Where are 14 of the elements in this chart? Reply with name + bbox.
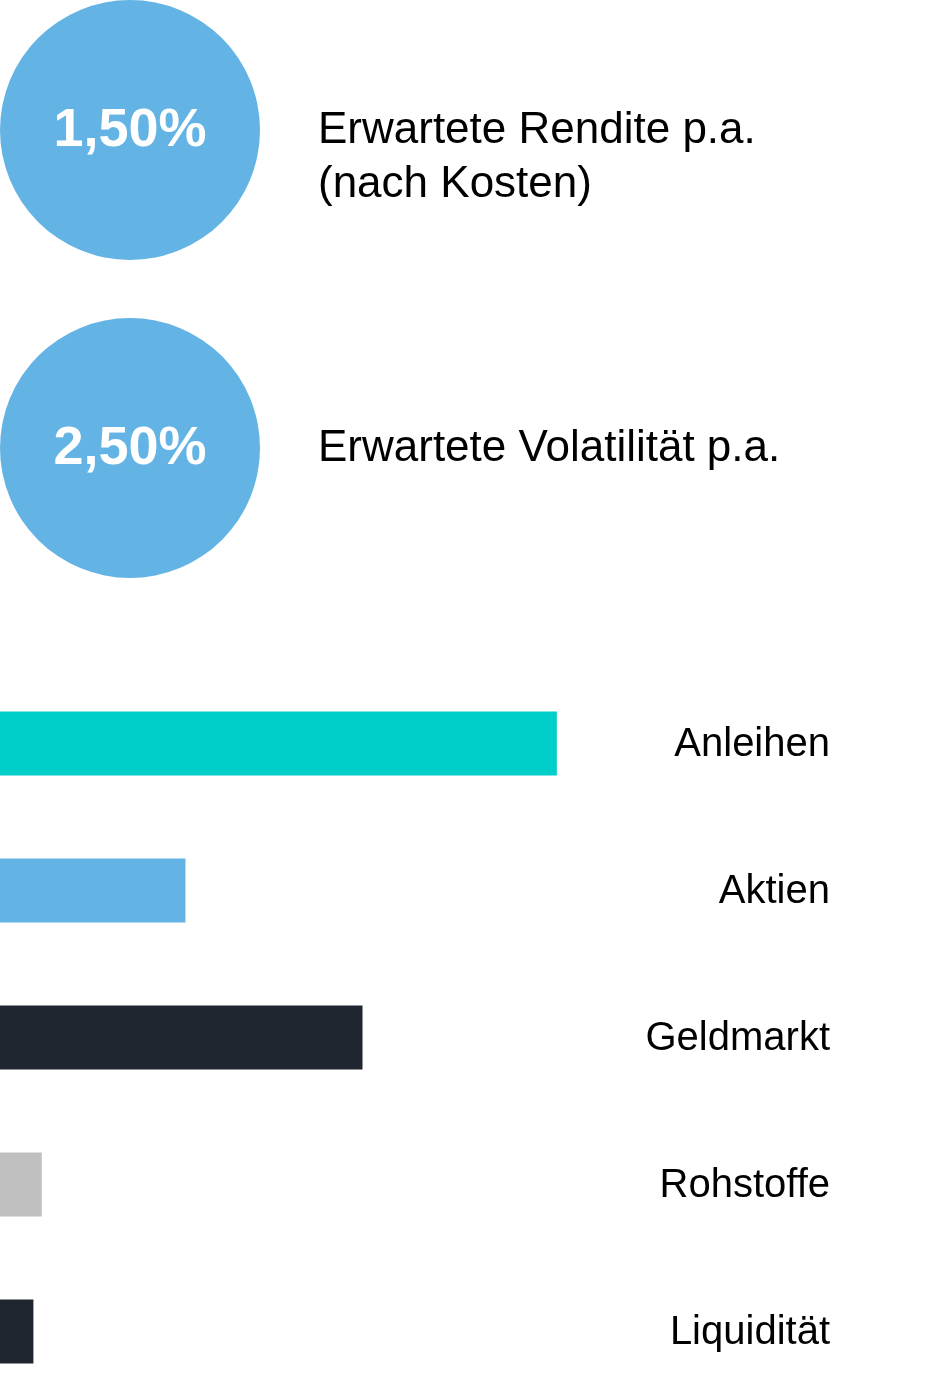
y-tick-label: Anleihen xyxy=(674,719,830,764)
y-tick-label: Liquidität xyxy=(669,1307,830,1352)
bar xyxy=(0,1152,42,1217)
text: Erwartete Volatilität p.a. xyxy=(318,421,781,470)
y-tick-label: Geldmarkt xyxy=(645,1013,830,1058)
bar xyxy=(0,1005,363,1070)
text: 1,50% xyxy=(53,97,207,157)
y-tick-label: Aktien xyxy=(718,866,830,911)
text: 2,50% xyxy=(53,415,207,475)
text: Erwartete Rendite p.a. (nach Kosten) xyxy=(318,103,756,206)
bar xyxy=(0,858,186,923)
bar xyxy=(0,711,557,776)
bar xyxy=(0,1299,34,1364)
y-tick-label: Rohstoffe xyxy=(659,1160,830,1205)
